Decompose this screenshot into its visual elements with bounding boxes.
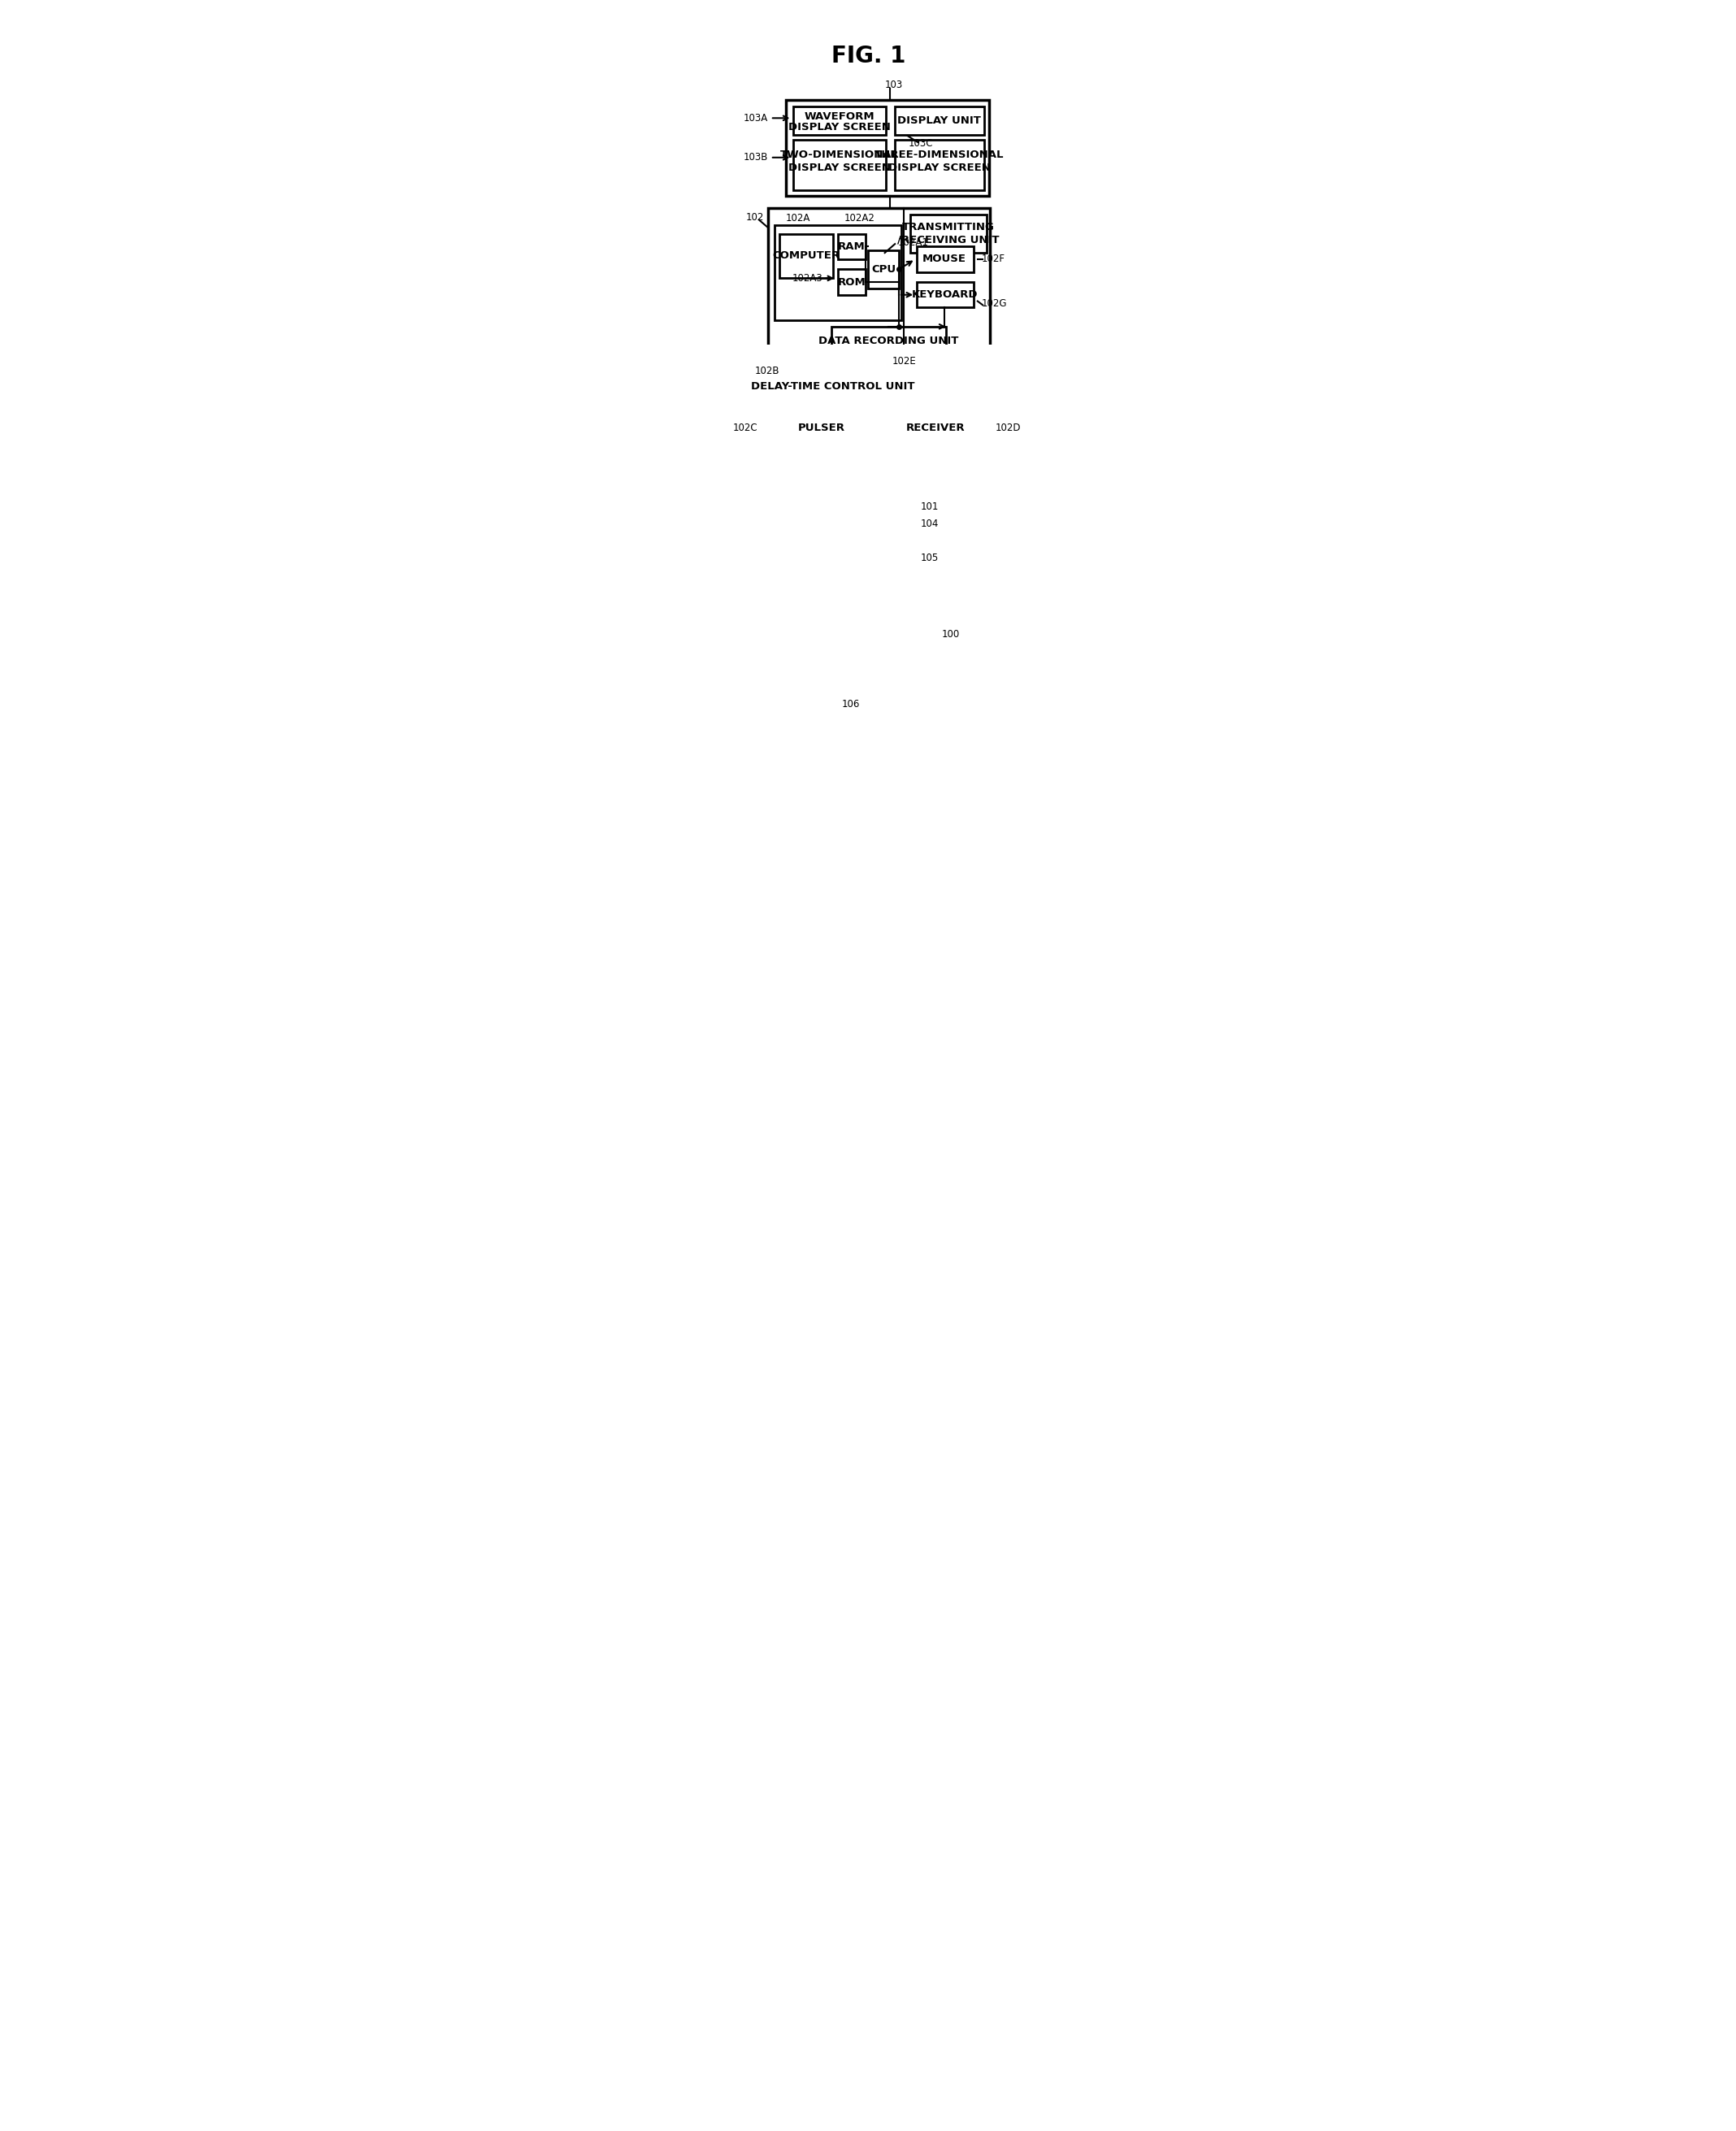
Bar [896, 141, 984, 190]
Text: 102A3: 102A3 [792, 273, 823, 283]
Text: 101: 101 [920, 501, 939, 511]
Text: 102F: 102F [981, 254, 1005, 264]
Text: DISPLAY SCREEN: DISPLAY SCREEN [788, 162, 891, 173]
Bar [793, 141, 885, 190]
Text: 105: 105 [920, 552, 939, 563]
Bar [771, 413, 871, 445]
Bar [896, 107, 984, 134]
Text: 102: 102 [746, 211, 764, 222]
Text: WAVEFORM: WAVEFORM [804, 111, 875, 121]
Text: FIG. 1: FIG. 1 [832, 45, 906, 68]
Text: 103A: 103A [743, 113, 767, 124]
Bar [786, 100, 990, 196]
Text: TWO-DIMENSIONAL: TWO-DIMENSIONAL [779, 149, 899, 160]
Text: 102A2: 102A2 [844, 213, 875, 224]
Text: 102A: 102A [786, 213, 811, 224]
Bar [910, 215, 986, 254]
Text: DISPLAY UNIT: DISPLAY UNIT [898, 115, 981, 126]
Text: 102G: 102G [981, 298, 1007, 309]
Text: RAM: RAM [838, 241, 866, 251]
Text: COMPUTER: COMPUTER [773, 249, 840, 260]
Bar [917, 247, 974, 273]
Text: THREE-DIMENSIONAL: THREE-DIMENSIONAL [875, 149, 1003, 160]
Text: 103: 103 [885, 79, 903, 90]
Bar [885, 413, 986, 445]
Bar [832, 326, 946, 354]
Bar [793, 107, 885, 134]
Bar [838, 269, 866, 294]
Bar [767, 209, 990, 430]
Bar [838, 234, 866, 260]
Text: 102A1: 102A1 [898, 237, 929, 247]
Text: DELAY-TIME CONTROL UNIT: DELAY-TIME CONTROL UNIT [750, 381, 915, 392]
Text: 102C: 102C [733, 424, 757, 433]
Text: DISPLAY SCREEN: DISPLAY SCREEN [889, 162, 991, 173]
Text: /RECEIVING UNIT: /RECEIVING UNIT [898, 234, 1000, 245]
Polygon shape [809, 590, 929, 742]
Text: 102D: 102D [995, 424, 1021, 433]
Text: 102B: 102B [755, 367, 779, 377]
Text: 100: 100 [943, 629, 960, 639]
Text: 103B: 103B [743, 151, 767, 162]
Text: KEYBOARD: KEYBOARD [911, 290, 977, 300]
Text: 106: 106 [842, 699, 859, 710]
Text: 102E: 102E [892, 356, 917, 367]
Text: MOUSE: MOUSE [922, 254, 967, 264]
Text: DISPLAY SCREEN: DISPLAY SCREEN [788, 121, 891, 132]
Text: ROM: ROM [837, 277, 866, 288]
Bar [868, 249, 899, 288]
Bar [774, 226, 901, 320]
Bar [917, 281, 974, 307]
Text: CPU: CPU [871, 264, 896, 275]
Text: TRANSMITTING: TRANSMITTING [903, 222, 995, 232]
Text: DATA RECORDING UNIT: DATA RECORDING UNIT [819, 335, 958, 345]
Text: PULSER: PULSER [797, 424, 845, 433]
Text: 103C: 103C [908, 139, 932, 149]
Polygon shape [844, 518, 910, 590]
Bar [779, 234, 833, 279]
Bar [771, 373, 896, 401]
Bar [844, 505, 910, 518]
Text: RECEIVER: RECEIVER [906, 424, 965, 433]
Text: 104: 104 [920, 518, 939, 528]
